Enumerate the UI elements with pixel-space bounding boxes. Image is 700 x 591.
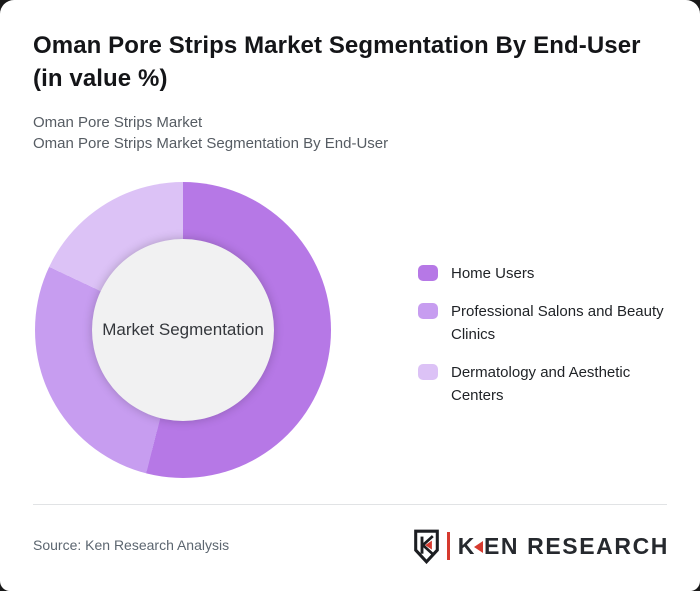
subtitle-line1: Oman Pore Strips Market	[33, 114, 203, 131]
ken-research-logo: K EN RESEARCH	[413, 527, 669, 565]
donut-chart: Market Segmentation	[35, 182, 331, 478]
legend-swatch	[418, 303, 438, 319]
footer-divider	[33, 504, 667, 505]
logo-letter-k: K	[457, 532, 476, 559]
chart-subtitles: Oman Pore Strips Market Oman Pore Strips…	[33, 112, 673, 154]
ken-research-shield-icon	[413, 529, 439, 564]
logo-wordmark: K EN RESEARCH	[458, 533, 669, 560]
subtitle-line2: Oman Pore Strips Market Segmentation By …	[33, 135, 389, 152]
legend-item-label: Professional Salons and Beauty Clinics	[451, 303, 664, 343]
source-note: Source: Ken Research Analysis	[33, 537, 230, 553]
legend-item-label: Home Users	[451, 265, 535, 282]
legend: Home Users Professional Salons and Beaut…	[418, 262, 680, 422]
page-title-line2: (in value %)	[33, 65, 168, 92]
legend-swatch	[418, 364, 438, 380]
legend-item: Professional Salons and Beauty Clinics	[418, 300, 680, 346]
logo-letters-rest: EN RESEARCH	[483, 532, 669, 559]
page-title-line1: Oman Pore Strips Market Segmentation By …	[33, 32, 641, 59]
logo-divider-bar	[446, 532, 450, 560]
legend-item: Home Users	[418, 262, 680, 285]
legend-item: Dermatology and Aesthetic Centers	[418, 361, 680, 407]
legend-item-label: Dermatology and Aesthetic Centers	[451, 364, 631, 404]
page-title: Oman Pore Strips Market Segmentation By …	[33, 29, 683, 95]
red-triangle-icon	[473, 541, 483, 553]
donut-hole: Market Segmentation	[92, 239, 274, 421]
legend-swatch	[418, 265, 438, 281]
donut-center-label: Market Segmentation	[102, 320, 264, 339]
